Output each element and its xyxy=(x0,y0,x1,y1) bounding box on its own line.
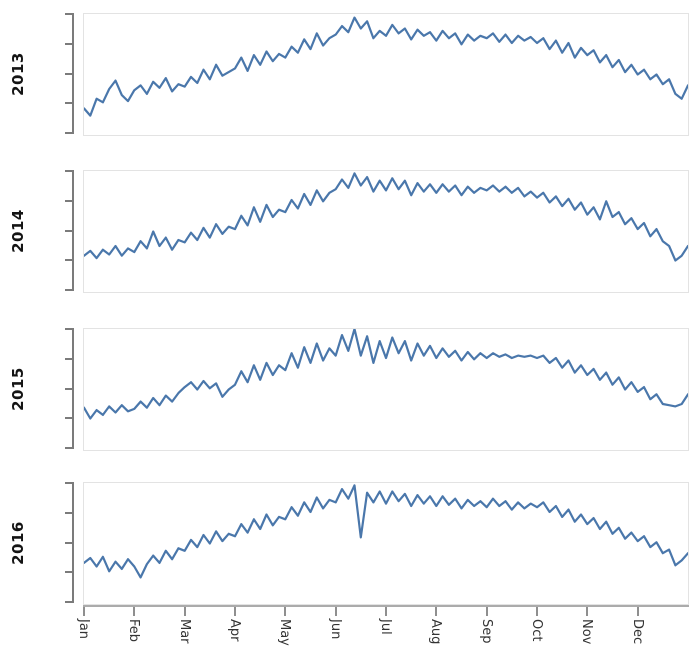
y-axis-tick xyxy=(65,387,73,390)
x-axis-tick xyxy=(636,607,639,616)
y-axis-tick xyxy=(65,13,73,15)
y-axis-spine xyxy=(72,482,74,603)
x-axis-tick xyxy=(536,607,538,616)
y-axis-tick xyxy=(65,328,73,330)
facet-row-2015: 2015 xyxy=(0,328,700,451)
x-axis-tick xyxy=(284,607,287,616)
plot-area xyxy=(83,482,689,605)
x-axis-tick xyxy=(133,607,136,616)
y-axis-tick xyxy=(65,541,73,544)
y-axis-spine xyxy=(72,170,74,291)
x-axis-tick-label: Jan xyxy=(76,619,91,640)
y-axis-tick xyxy=(65,511,73,514)
y-axis-tick xyxy=(65,357,73,360)
facet-row-2014: 2014 xyxy=(0,170,700,293)
x-axis-tick-label: Aug xyxy=(428,619,444,645)
y-axis-tick xyxy=(65,102,73,105)
x-axis-tick xyxy=(586,607,589,616)
x-axis-tick-label: Dec xyxy=(629,619,645,645)
y-axis-tick xyxy=(65,447,73,449)
y-axis-spine xyxy=(72,13,74,134)
x-axis-tick xyxy=(183,607,186,616)
x-axis-tick-label: Jun xyxy=(327,619,343,640)
y-axis-tick xyxy=(65,289,73,291)
y-axis xyxy=(65,328,74,449)
x-axis-tick xyxy=(234,607,236,616)
x-axis-tick-label: Jul xyxy=(378,619,393,635)
facet-row-2013: 2013 xyxy=(0,13,700,136)
x-axis-tick-label: Nov xyxy=(579,619,595,645)
x-axis-tick xyxy=(435,607,438,616)
x-axis-tick xyxy=(334,607,337,616)
line-series-2013 xyxy=(84,16,688,117)
x-axis-tick-label: Oct xyxy=(529,619,544,642)
y-axis-tick xyxy=(65,132,73,134)
facet-row-2016: 2016 xyxy=(0,482,700,605)
y-axis-tick xyxy=(65,601,73,603)
y-axis-tick xyxy=(65,199,73,202)
line-series-2016 xyxy=(84,484,688,579)
x-axis-tick xyxy=(83,607,85,616)
x-axis-tick-label: Feb xyxy=(126,619,142,643)
x-axis-tick-label: Apr xyxy=(227,619,242,642)
x-axis-tick xyxy=(385,607,387,616)
facet-label-box: 2015 xyxy=(2,328,34,449)
y-axis-tick xyxy=(65,259,73,262)
plot-area xyxy=(83,13,689,136)
y-axis-tick xyxy=(65,229,73,232)
y-axis-tick xyxy=(65,170,73,172)
y-axis-tick xyxy=(65,482,73,484)
plot-area xyxy=(83,328,689,451)
y-axis-spine xyxy=(72,328,74,449)
x-axis-tick-label: Mar xyxy=(176,619,192,644)
y-axis-tick xyxy=(65,571,73,574)
x-axis-tick-label: May xyxy=(277,619,293,646)
y-axis xyxy=(65,482,74,603)
facet-year-label: 2015 xyxy=(9,366,27,411)
facet-label-box: 2014 xyxy=(2,170,34,291)
y-axis xyxy=(65,13,74,134)
line-series-2015 xyxy=(84,329,688,420)
facet-year-label: 2014 xyxy=(9,208,27,253)
x-axis-line xyxy=(83,605,689,607)
x-axis-tick-label: Sep xyxy=(478,619,494,644)
plot-area xyxy=(83,170,689,293)
facet-year-label: 2016 xyxy=(9,520,27,565)
y-axis-tick xyxy=(65,417,73,420)
y-axis-tick xyxy=(65,72,73,75)
line-series-2014 xyxy=(84,172,688,262)
x-axis-tick xyxy=(485,607,488,616)
facet-year-label: 2013 xyxy=(9,51,27,96)
facet-label-box: 2016 xyxy=(2,482,34,603)
y-axis xyxy=(65,170,74,291)
y-axis-tick xyxy=(65,42,73,45)
